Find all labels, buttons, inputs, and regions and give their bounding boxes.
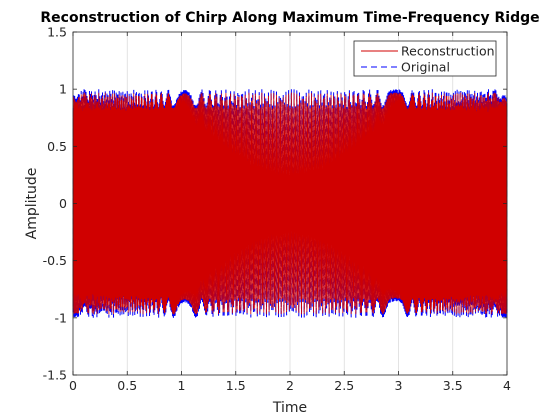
y-tick-label-5: 1 bbox=[59, 82, 67, 97]
x-tick-label-6: 3 bbox=[395, 378, 403, 393]
x-axis-label: Time bbox=[272, 400, 307, 416]
y-tick-label-2: -0.5 bbox=[43, 253, 67, 268]
y-tick-label-4: 0.5 bbox=[47, 139, 67, 154]
legend: Reconstruction Original bbox=[353, 40, 497, 77]
axis-ticks: 0 0.5 1 1.5 2 2.5 3 3.5 4 -1.5 -1 -0.5 0 0.5 1 1.5 bbox=[43, 25, 511, 394]
x-tick-label-7: 3.5 bbox=[443, 378, 463, 393]
x-tick-label-4: 2 bbox=[286, 378, 294, 393]
x-tick-label-1: 0.5 bbox=[117, 378, 137, 393]
legend-label-original: Original bbox=[401, 60, 450, 75]
y-axis-label: Amplitude bbox=[24, 168, 40, 240]
y-tick-label-1: -1 bbox=[55, 310, 67, 325]
x-tick-label-2: 1 bbox=[178, 378, 186, 393]
series-line-reconstruction bbox=[72, 92, 508, 315]
chart-title: Reconstruction of Chirp Along Maximum Ti… bbox=[40, 10, 539, 26]
x-tick-label-5: 2.5 bbox=[334, 378, 354, 393]
x-tick-label-8: 4 bbox=[503, 378, 511, 393]
y-tick-label-6: 1.5 bbox=[47, 25, 67, 40]
x-tick-label-0: 0 bbox=[69, 378, 77, 393]
x-tick-label-3: 1.5 bbox=[226, 378, 246, 393]
legend-box bbox=[353, 40, 497, 77]
data-lines bbox=[72, 88, 508, 318]
plot-area: 0 0.5 1 1.5 2 2.5 3 3.5 4 -1.5 -1 -0.5 0 0.5 1 1.5 bbox=[43, 25, 511, 394]
y-tick-label-0: -1.5 bbox=[43, 368, 67, 383]
y-tick-label-3: 0 bbox=[59, 196, 67, 211]
legend-label-reconstruction: Reconstruction bbox=[401, 44, 495, 59]
